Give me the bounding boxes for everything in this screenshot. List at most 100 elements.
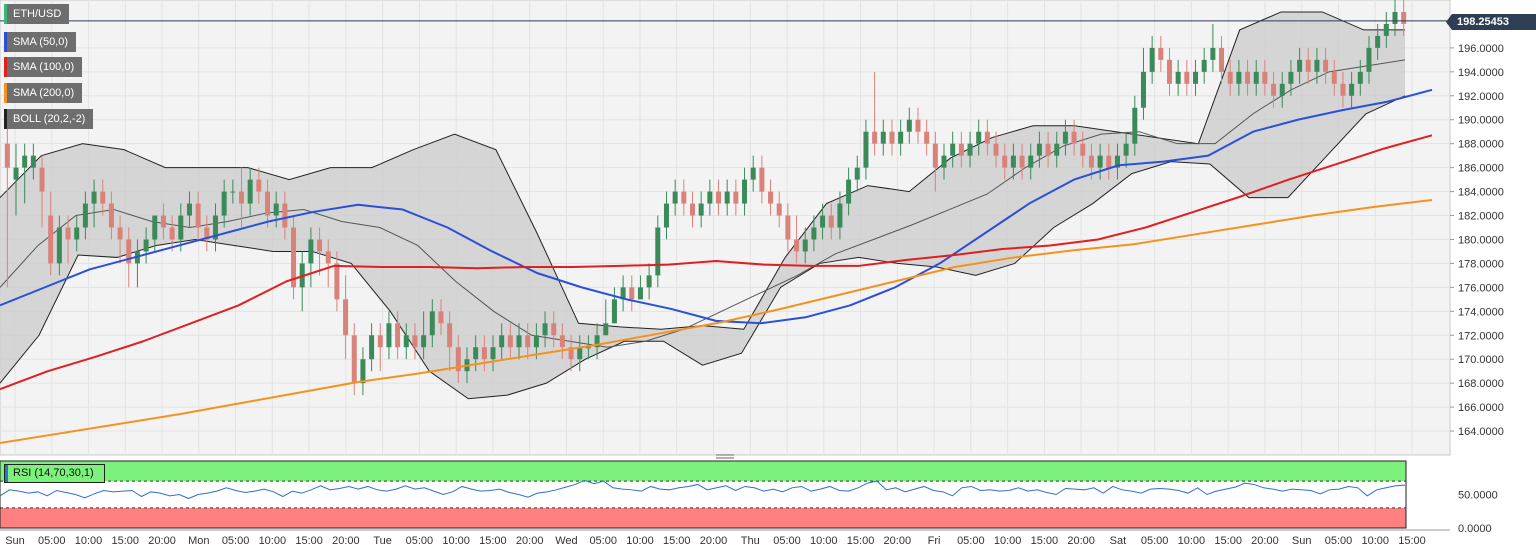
x-tick-label: 10:00 — [1178, 535, 1206, 547]
candle-body — [1314, 59, 1320, 72]
legend-boll[interactable]: BOLL (20,2,-2) — [4, 109, 94, 129]
legend-boll-label: BOLL (20,2,-2) — [13, 113, 86, 125]
candle-body — [646, 275, 652, 288]
y-tick-label: 184.0000 — [1458, 187, 1504, 199]
legend-sma-200[interactable]: SMA (200,0) — [4, 83, 83, 103]
candle-body — [1340, 83, 1346, 96]
legend-sma-50[interactable]: SMA (50,0) — [4, 32, 77, 52]
time-axis: Sun 05:00 10:00 15:00 20:00 Mon 05:00 10:00 15:0… — [0, 529, 1450, 547]
candle-body — [603, 323, 609, 336]
sma-lines — [0, 88, 1433, 445]
candle-body — [976, 131, 982, 144]
x-tick-label: Tue — [373, 535, 392, 547]
x-tick-label: 05:00 — [773, 535, 801, 547]
candle-body — [1175, 71, 1181, 84]
candle-body — [438, 311, 444, 324]
candle-body — [863, 131, 869, 168]
candle-body — [1106, 155, 1112, 168]
candle-body — [585, 347, 591, 349]
candle-body — [1383, 23, 1389, 36]
y-tick-label: 166.0000 — [1458, 402, 1504, 414]
candle-body — [1201, 59, 1207, 72]
candle-body — [1349, 83, 1355, 96]
candle-body — [421, 335, 427, 348]
candle-body — [195, 203, 201, 228]
candle-body — [707, 191, 713, 204]
x-tick-label: 20:00 — [148, 535, 176, 547]
y-tick-label: 174.0000 — [1458, 306, 1504, 318]
candle-body — [1227, 71, 1233, 84]
price-axis: 196.0000 194.0000 192.0000 190.0000 188.0000… — [1450, 43, 1504, 438]
candle-body — [1262, 71, 1268, 84]
candle-body — [1253, 71, 1259, 84]
y-tick-label: 180.0000 — [1458, 234, 1504, 246]
x-tick-label: Wed — [555, 535, 577, 547]
candle-body — [169, 227, 175, 240]
candle-body — [611, 299, 617, 324]
candle-body — [672, 191, 678, 204]
candle-body — [247, 179, 253, 204]
legend-symbol[interactable]: ETH/USD — [4, 4, 70, 24]
x-tick-label: 05:00 — [406, 535, 434, 547]
candle-body — [403, 335, 409, 348]
candle-body — [559, 335, 565, 348]
candle-body — [499, 335, 505, 348]
y-tick-label: 178.0000 — [1458, 258, 1504, 270]
candle-body — [1184, 71, 1190, 84]
legend-sma-200-swatch — [4, 83, 7, 103]
legend-sma-100-swatch — [4, 57, 7, 77]
candle-body — [186, 203, 192, 216]
candle-body — [1149, 47, 1155, 72]
candle-body — [681, 191, 687, 204]
candle-body — [828, 215, 834, 228]
candle-body — [811, 227, 817, 240]
x-tick-label: 05:00 — [589, 535, 617, 547]
candle-body — [525, 335, 531, 348]
candle-body — [1271, 83, 1277, 96]
grid-lines — [0, 0, 1450, 455]
candle-body — [1010, 155, 1016, 168]
candle-body — [1062, 131, 1068, 144]
candle-body — [655, 227, 661, 276]
candle-body — [48, 215, 54, 264]
bollinger-fill — [0, 11, 1405, 399]
last-price-tag: 198.25453 — [1446, 14, 1536, 30]
candle-body — [802, 239, 808, 252]
legend-sma-50-label: SMA (50,0) — [13, 36, 69, 48]
legend-sma-100[interactable]: SMA (100,0) — [4, 57, 83, 77]
rsi-oversold-zone — [0, 507, 1406, 528]
candle-body — [212, 215, 218, 240]
candle-body — [1210, 47, 1216, 60]
candle-body — [854, 167, 860, 180]
candle-body — [889, 131, 895, 144]
bollinger-middle — [0, 59, 1406, 348]
rsi-line — [0, 479, 1406, 500]
candle-body — [1279, 83, 1285, 96]
legend-boll-swatch — [4, 109, 7, 129]
candle-body — [343, 299, 349, 336]
candle-body — [1401, 11, 1407, 24]
candle-body — [39, 167, 45, 192]
x-tick-label: 15:00 — [1214, 535, 1242, 547]
candle-body — [447, 323, 453, 348]
candle-body — [880, 131, 886, 144]
candle-body — [768, 191, 774, 204]
candle-body — [1114, 155, 1120, 168]
y-tick-label: 196.0000 — [1458, 43, 1504, 55]
candle-body — [273, 203, 279, 216]
candle-body — [759, 167, 765, 192]
x-tick-label: 20:00 — [700, 535, 728, 547]
candle-body — [4, 143, 10, 168]
sma-line-1 — [0, 134, 1433, 391]
candle-body — [733, 191, 739, 204]
candle-body — [1036, 143, 1042, 156]
legend-sma-50-swatch — [4, 32, 7, 52]
legend-rsi[interactable]: RSI (14,70,30,1) — [4, 464, 105, 483]
candle-body — [490, 347, 496, 360]
candle-body — [265, 191, 271, 216]
candle-body — [950, 143, 956, 156]
x-tick-label: 05:00 — [957, 535, 985, 547]
y-tick-label: 172.0000 — [1458, 330, 1504, 342]
candle-body — [481, 347, 487, 360]
x-tick-label: Thu — [741, 535, 760, 547]
